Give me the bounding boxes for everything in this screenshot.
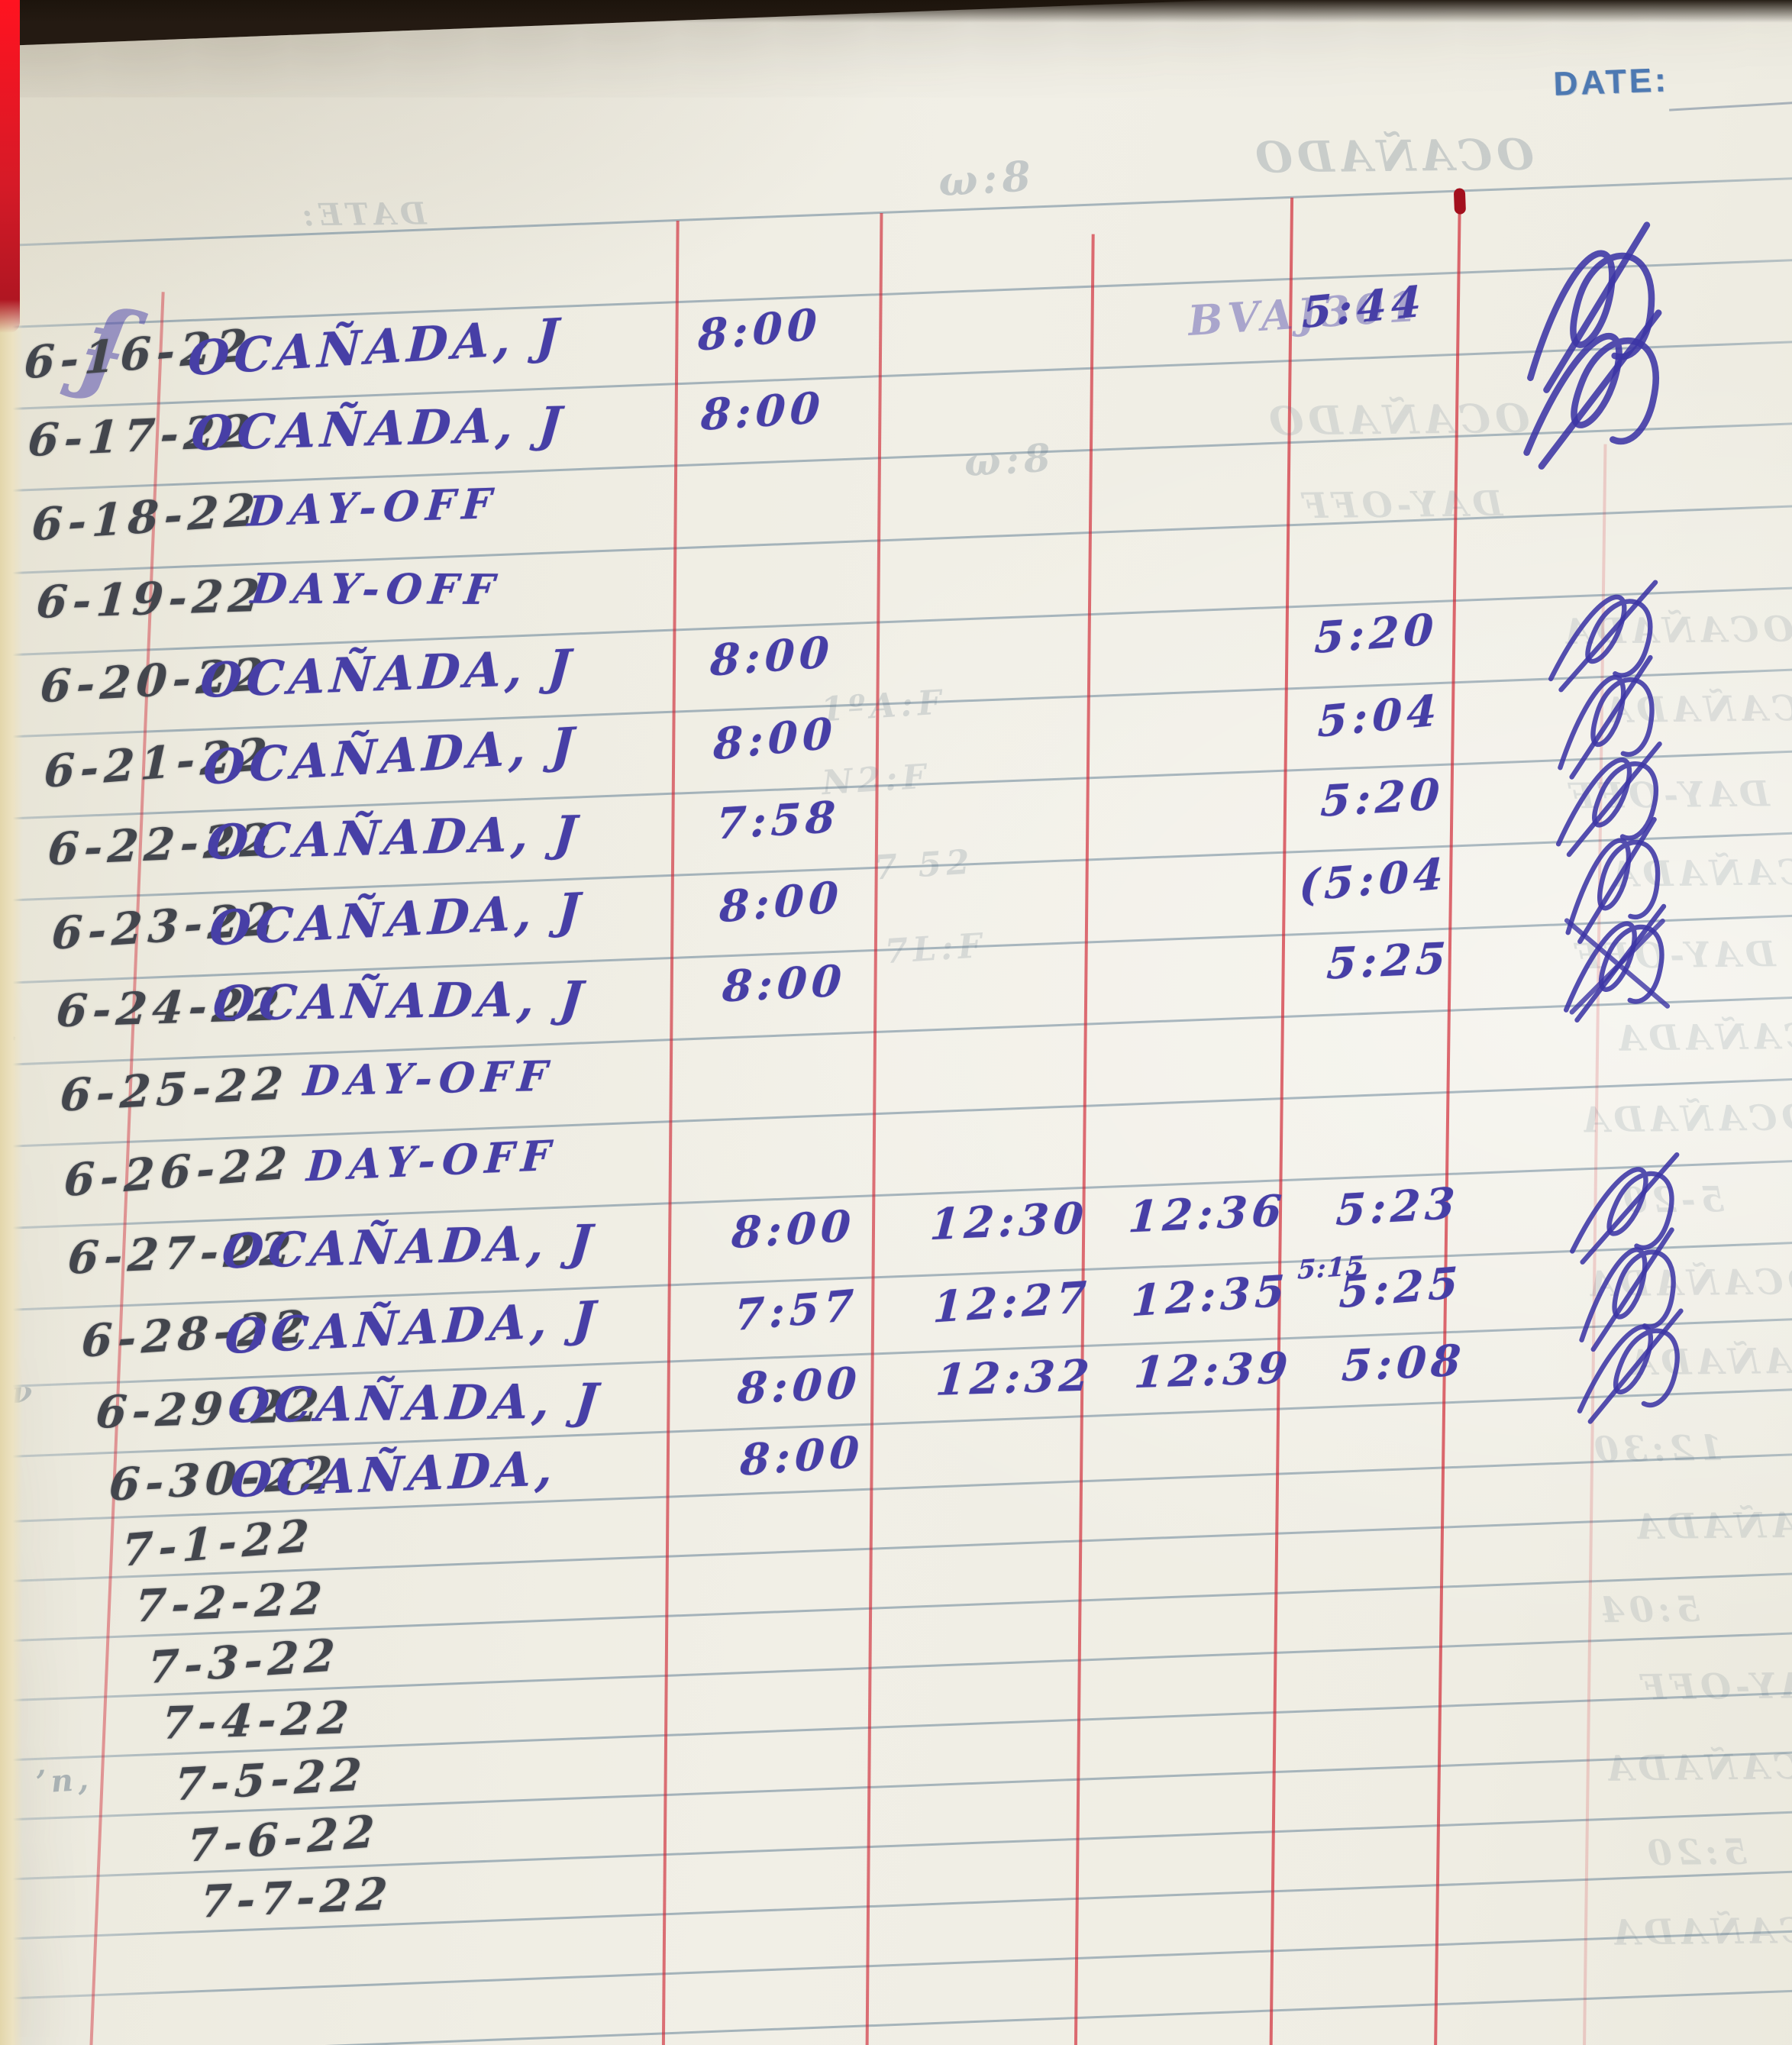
date-cell: 7-6-22	[186, 1805, 381, 1873]
date-cell: 6-19-22	[34, 569, 266, 629]
lunch-in-cell: 12:39	[1132, 1342, 1294, 1399]
paper-left-edge	[0, 290, 23, 2045]
time-out-cell: 5:04	[1317, 684, 1442, 748]
ruled-line	[0, 1923, 1792, 2001]
table-row: 6-17-22 OCAÑADA, J 8:00	[0, 309, 1792, 493]
time-in-cell: 8:00	[739, 1426, 865, 1486]
time-in-cell: 8:00	[697, 298, 822, 361]
lunch-out-cell: 12:30	[928, 1192, 1090, 1250]
date-cell: 7-7-22	[199, 1868, 395, 1928]
table-row: 6-28-22 OCAÑADA, J 7:57 12:27 12:35 5:15 5:25	[0, 1227, 1792, 1387]
photo-top-shadow	[0, 0, 1792, 23]
name-cell-day-off: DAY-OFF	[248, 564, 504, 615]
table-row: 6-20-22 OCAÑADA, J 8:00 5:20	[0, 580, 1792, 738]
time-in-cell: 8:00	[718, 871, 844, 933]
time-in-cell: 8:00	[736, 1358, 863, 1415]
name-cell-day-off: DAY-OFF	[305, 1130, 559, 1190]
time-in-cell: 8:00	[730, 1200, 857, 1258]
lunch-in-cell: 12:36	[1126, 1185, 1288, 1243]
time-out-cell: 5:25	[1338, 1257, 1464, 1319]
date-cell: 7-1-22	[121, 1509, 315, 1578]
time-in-cell: 7:57	[734, 1280, 859, 1342]
name-cell: OCAÑADA, J	[211, 971, 590, 1032]
date-cell: 6-18-22	[31, 483, 262, 551]
date-cell: 6-26-22	[63, 1136, 293, 1207]
table-row: 6-27-22 OCAÑADA, J 8:00 12:30 12:36 5:23	[0, 1152, 1792, 1310]
name-cell: OCAÑADA, J	[220, 1213, 599, 1280]
time-in-cell: 8:00	[709, 627, 835, 687]
time-out-cell: (5:04	[1298, 848, 1448, 912]
red-line-ink-blob	[1453, 188, 1467, 215]
bleed-through-text: OCAÑADO	[1250, 129, 1535, 183]
name-cell-day-off: DAY-OFF	[246, 478, 500, 536]
date-underline	[1669, 98, 1792, 111]
time-out-cell: 5:08	[1340, 1335, 1467, 1392]
signature-scribble-icon	[1489, 893, 1745, 1035]
date-cell: 7-2-22	[134, 1572, 329, 1633]
time-out-cell: 5:20	[1319, 768, 1445, 827]
date-label: DATE:	[1552, 61, 1670, 103]
lunch-out-cell: 12:27	[932, 1271, 1092, 1333]
signature-scribble-icon	[1485, 734, 1737, 867]
signature-scribble-icon	[1506, 1301, 1758, 1435]
table-row: 6-21-22 OCAÑADA, J 8:00 5:04	[0, 654, 1792, 819]
time-in-cell: 7:58	[715, 791, 841, 850]
name-cell: OCAÑADA, J	[225, 1373, 605, 1434]
name-cell: OCAÑADA, J	[205, 804, 583, 871]
ruled-line	[0, 1982, 1792, 2045]
signature-scribble-icon	[1422, 296, 1769, 488]
table-row: 6-16-22 OCAÑADA, J 8:00 5:44	[0, 221, 1792, 411]
table-row: 6-22-22 OCAÑADA, J 7:58 5:20	[0, 741, 1792, 901]
name-cell: OCAÑADA,	[228, 1440, 559, 1509]
book-spine-red-edge	[0, 0, 20, 333]
signature-scribble-icon	[1477, 567, 1732, 708]
ruled-line	[0, 2041, 1792, 2045]
signature-scribble-icon	[1476, 640, 1741, 799]
name-cell: OCAÑADA, J	[202, 716, 580, 796]
lunch-out-cell: 12:32	[934, 1350, 1096, 1407]
bleed-through-text: OCAÑADA	[1607, 1909, 1792, 1953]
table-row: 6-23-22 OCAÑADA, J 8:00 (5:04	[0, 817, 1792, 984]
time-in-cell: 8:00	[712, 707, 838, 771]
name-cell-day-off: DAY-OFF	[302, 1051, 557, 1106]
signature-scribble-icon	[1497, 1212, 1762, 1371]
time-out-cell: 5:23	[1335, 1178, 1461, 1236]
time-out-cell: 5:25	[1325, 932, 1452, 990]
signature-scribble-icon	[1412, 197, 1774, 423]
signature-scribble-icon	[1498, 1139, 1754, 1281]
bleed-through-text: DATE:	[297, 195, 427, 234]
time-in-cell: 8:00	[721, 955, 848, 1013]
time-in-cell: 8:00	[699, 382, 826, 441]
signature-scribble-icon	[1480, 799, 1748, 966]
date-cell: 7-4-22	[160, 1691, 356, 1750]
name-cell: OCAÑADA, J	[189, 396, 568, 461]
lunch-in-cell: 12:35 5:15	[1130, 1251, 1365, 1327]
time-out-cell: 5:44	[1302, 276, 1426, 338]
date-cell: 7-3-22	[147, 1629, 342, 1694]
log-rows-layer: 6-16-22 OCAÑADA, J 8:00 5:44 6-17-22 OCAÑADA,…	[0, 0, 1792, 1928]
date-cell: 7-5-22	[173, 1748, 368, 1811]
table-row: 6-24-22 OCAÑADA, J 8:00 5:25	[0, 903, 1792, 1065]
bleed-through-text: ω:8	[936, 150, 1037, 206]
date-cell: 6-25-22	[58, 1057, 290, 1123]
time-out-cell: 5:20	[1313, 604, 1439, 664]
table-row: 6-29-22 OCAÑADA, J 8:00 12:32 12:39 5:08	[0, 1308, 1792, 1457]
